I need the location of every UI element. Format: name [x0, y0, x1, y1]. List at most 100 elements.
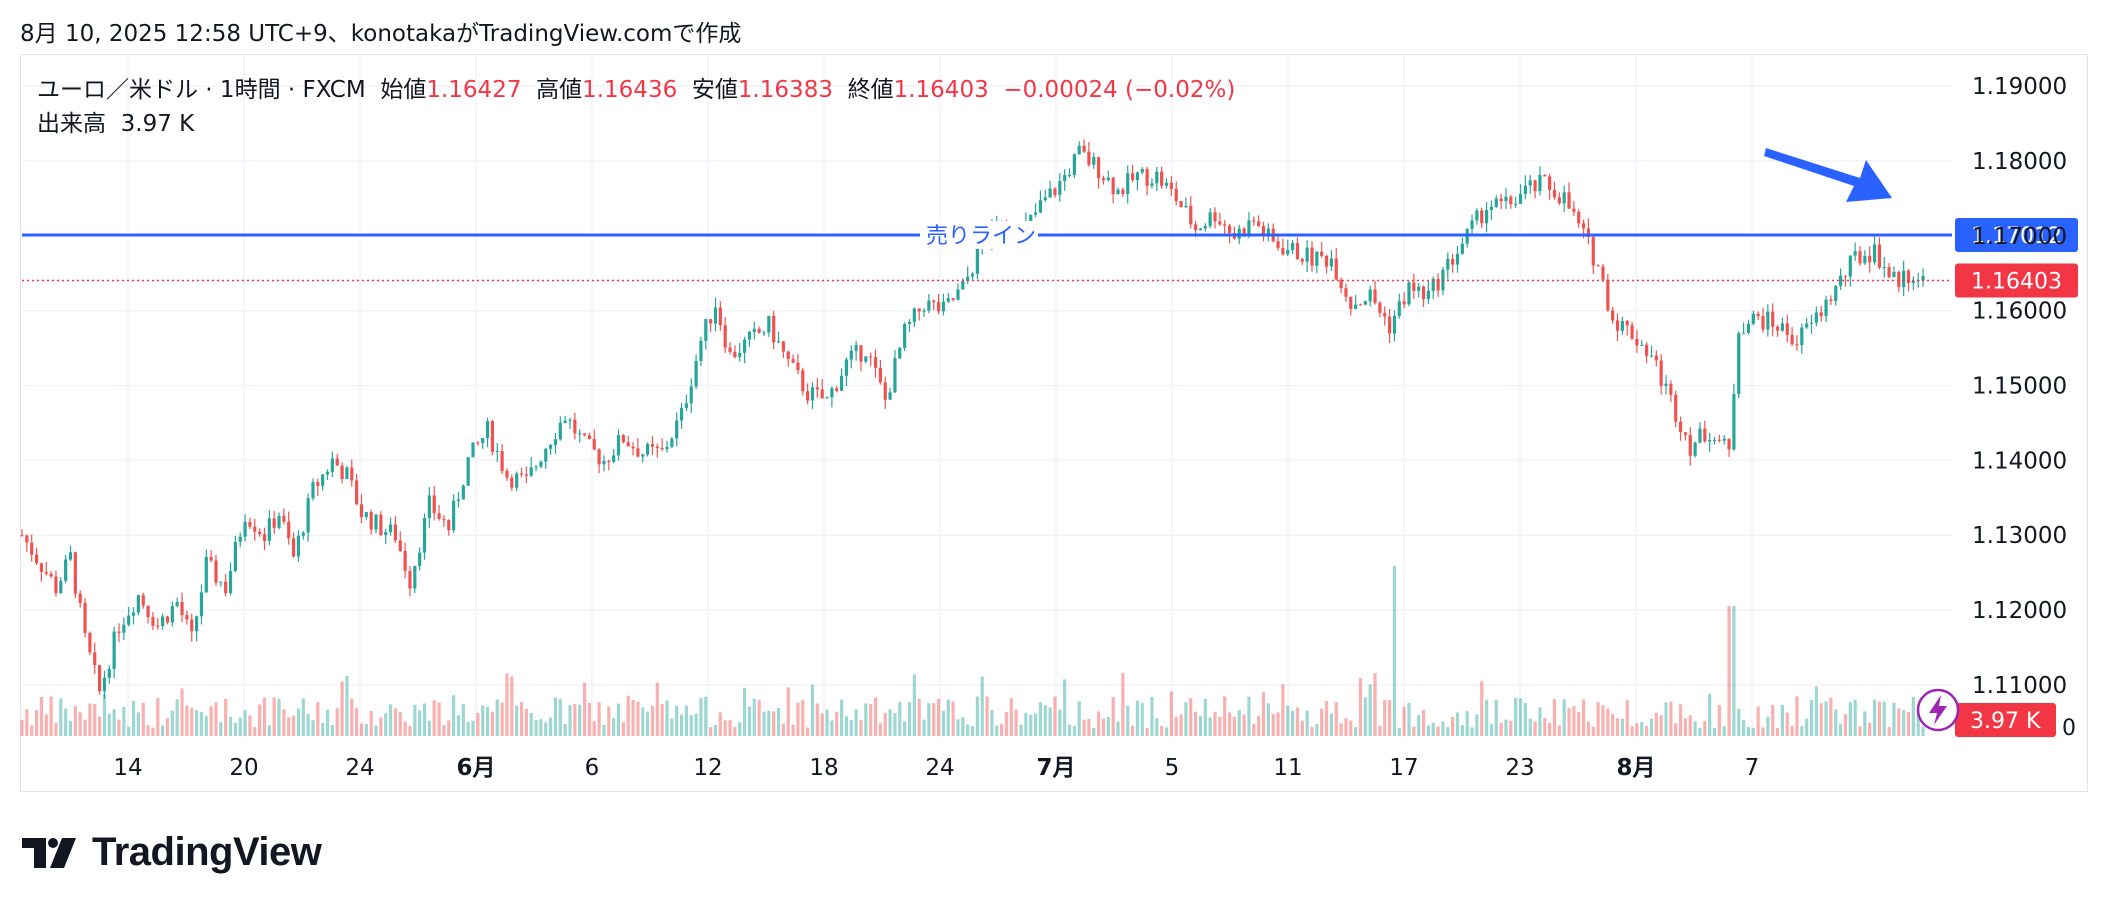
- candle-body: [1882, 267, 1886, 269]
- volume-bar: [1135, 700, 1140, 736]
- candle-body: [951, 298, 955, 300]
- volume-bar: [961, 717, 965, 736]
- candle-body: [772, 315, 776, 343]
- candle-body: [1145, 168, 1149, 186]
- candle-body: [1819, 312, 1823, 317]
- candle-body: [903, 323, 907, 348]
- volume-bar: [345, 676, 349, 736]
- candle-body: [582, 433, 587, 436]
- low-label: 安値: [691, 77, 738, 103]
- candle-body: [136, 595, 140, 613]
- candle-layer: [20, 139, 1925, 699]
- volume-bar: [1339, 723, 1343, 736]
- volume-bar: [679, 714, 684, 736]
- candle-body: [694, 360, 698, 387]
- volume-bar: [1334, 702, 1338, 736]
- volume-bar: [815, 703, 819, 736]
- candle-body: [34, 554, 39, 564]
- volume-bar: [388, 704, 393, 736]
- x-tick-label: 5: [1165, 755, 1180, 781]
- volume-bar: [1902, 710, 1906, 736]
- volume-bar: [59, 698, 63, 736]
- candle-body: [932, 300, 936, 303]
- y-tick-label: 1.15000: [1972, 374, 2067, 400]
- volume-bar: [437, 702, 441, 736]
- volume-bar: [335, 708, 339, 736]
- symbol-label[interactable]: ユーロ／米ドル · 1時間 · FXCM: [37, 77, 366, 103]
- volume-bar: [88, 703, 92, 736]
- candle-body: [553, 439, 558, 446]
- candle-body: [1809, 322, 1814, 324]
- volume-bar: [1674, 723, 1678, 736]
- volume-bar: [1116, 721, 1120, 736]
- volume-bar: [1436, 726, 1440, 736]
- volume-bar: [20, 720, 24, 736]
- candle-body: [1606, 279, 1610, 311]
- volume-bar: [1775, 727, 1780, 736]
- volume-bar: [650, 705, 655, 736]
- candle-body: [1664, 383, 1668, 386]
- volume-bar: [1645, 725, 1649, 736]
- volume-bar: [1431, 722, 1435, 736]
- volume-bar: [1805, 718, 1809, 736]
- volume-bar: [379, 717, 383, 736]
- candle-body: [1164, 182, 1169, 186]
- candle-body: [1407, 282, 1411, 305]
- volume-bar: [1499, 722, 1503, 736]
- x-tick-label: 24: [925, 755, 954, 781]
- candle-body: [282, 515, 286, 522]
- candle-body: [306, 498, 310, 533]
- candle-body: [1693, 442, 1697, 456]
- candle-body: [291, 538, 296, 557]
- volume-bar: [573, 703, 577, 736]
- lightning-icon[interactable]: [1916, 688, 1960, 732]
- candle-body: [1824, 299, 1828, 317]
- volume-bar: [1489, 724, 1494, 736]
- candle-body: [781, 341, 785, 352]
- volume-bar: [970, 726, 975, 736]
- candle-body: [170, 606, 174, 623]
- candle-body: [1567, 192, 1571, 209]
- candle-body: [466, 457, 470, 486]
- volume-bar: [1145, 727, 1149, 736]
- volume-bar: [1261, 692, 1266, 736]
- candle-body: [612, 455, 616, 462]
- candle-body: [427, 495, 431, 518]
- volume-bar: [1058, 709, 1062, 736]
- volume-bar: [1780, 704, 1785, 736]
- volume-bar: [592, 721, 596, 736]
- candle-body: [59, 580, 63, 594]
- volume-tag-text: 3.97 K: [1970, 709, 2041, 734]
- volume-bar: [78, 712, 82, 736]
- candle-body: [1746, 323, 1751, 333]
- candle-body: [510, 477, 514, 488]
- volume-bar: [568, 705, 572, 736]
- tradingview-logo[interactable]: TradingView: [22, 830, 322, 875]
- candle-body: [1179, 201, 1183, 208]
- candle-body: [30, 542, 34, 555]
- volume-bar: [1106, 716, 1110, 736]
- candle-body: [350, 467, 354, 481]
- volume-bar: [1237, 710, 1241, 736]
- volume-bar: [107, 713, 111, 736]
- volume-bar: [185, 705, 189, 736]
- candle-body: [1421, 286, 1426, 300]
- candle-body: [835, 388, 839, 391]
- candle-body: [1528, 180, 1532, 186]
- candle-body: [898, 347, 902, 359]
- candle-body: [1674, 394, 1678, 422]
- volume-bar: [1048, 707, 1052, 736]
- volume-bar: [563, 724, 567, 736]
- volume-bar: [582, 682, 587, 736]
- volume-bar: [1742, 719, 1746, 736]
- volume-bar: [161, 725, 165, 736]
- volume-bar: [1227, 712, 1232, 736]
- candle-body: [1645, 344, 1649, 356]
- candle-body: [1223, 224, 1227, 226]
- candle-body: [204, 557, 208, 593]
- candle-body: [1387, 316, 1392, 334]
- candle-body: [912, 308, 916, 322]
- annotation-arrow[interactable]: [1764, 148, 1892, 202]
- candle-body: [1383, 312, 1387, 317]
